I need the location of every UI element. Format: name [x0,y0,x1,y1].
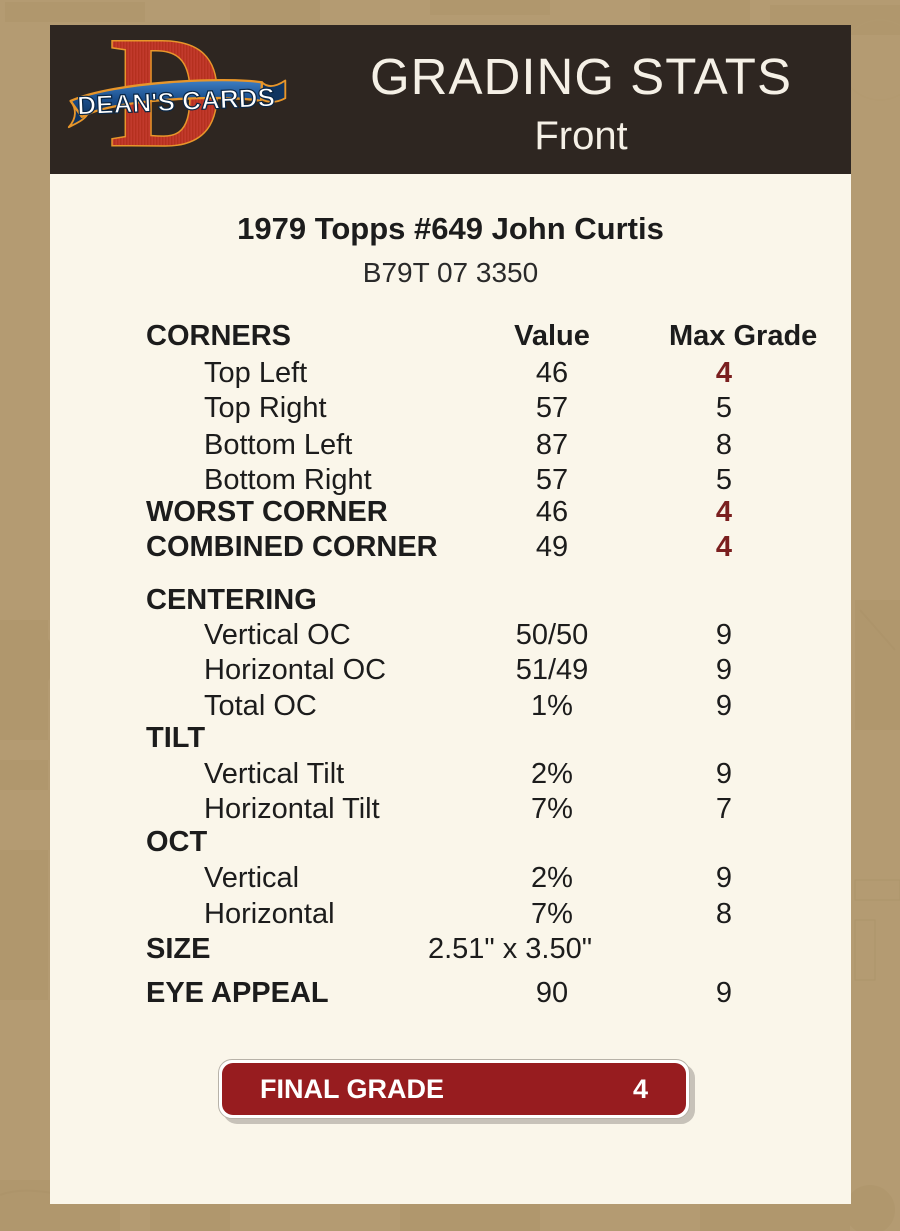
svg-text:DEAN'S CARDS: DEAN'S CARDS [77,82,276,121]
